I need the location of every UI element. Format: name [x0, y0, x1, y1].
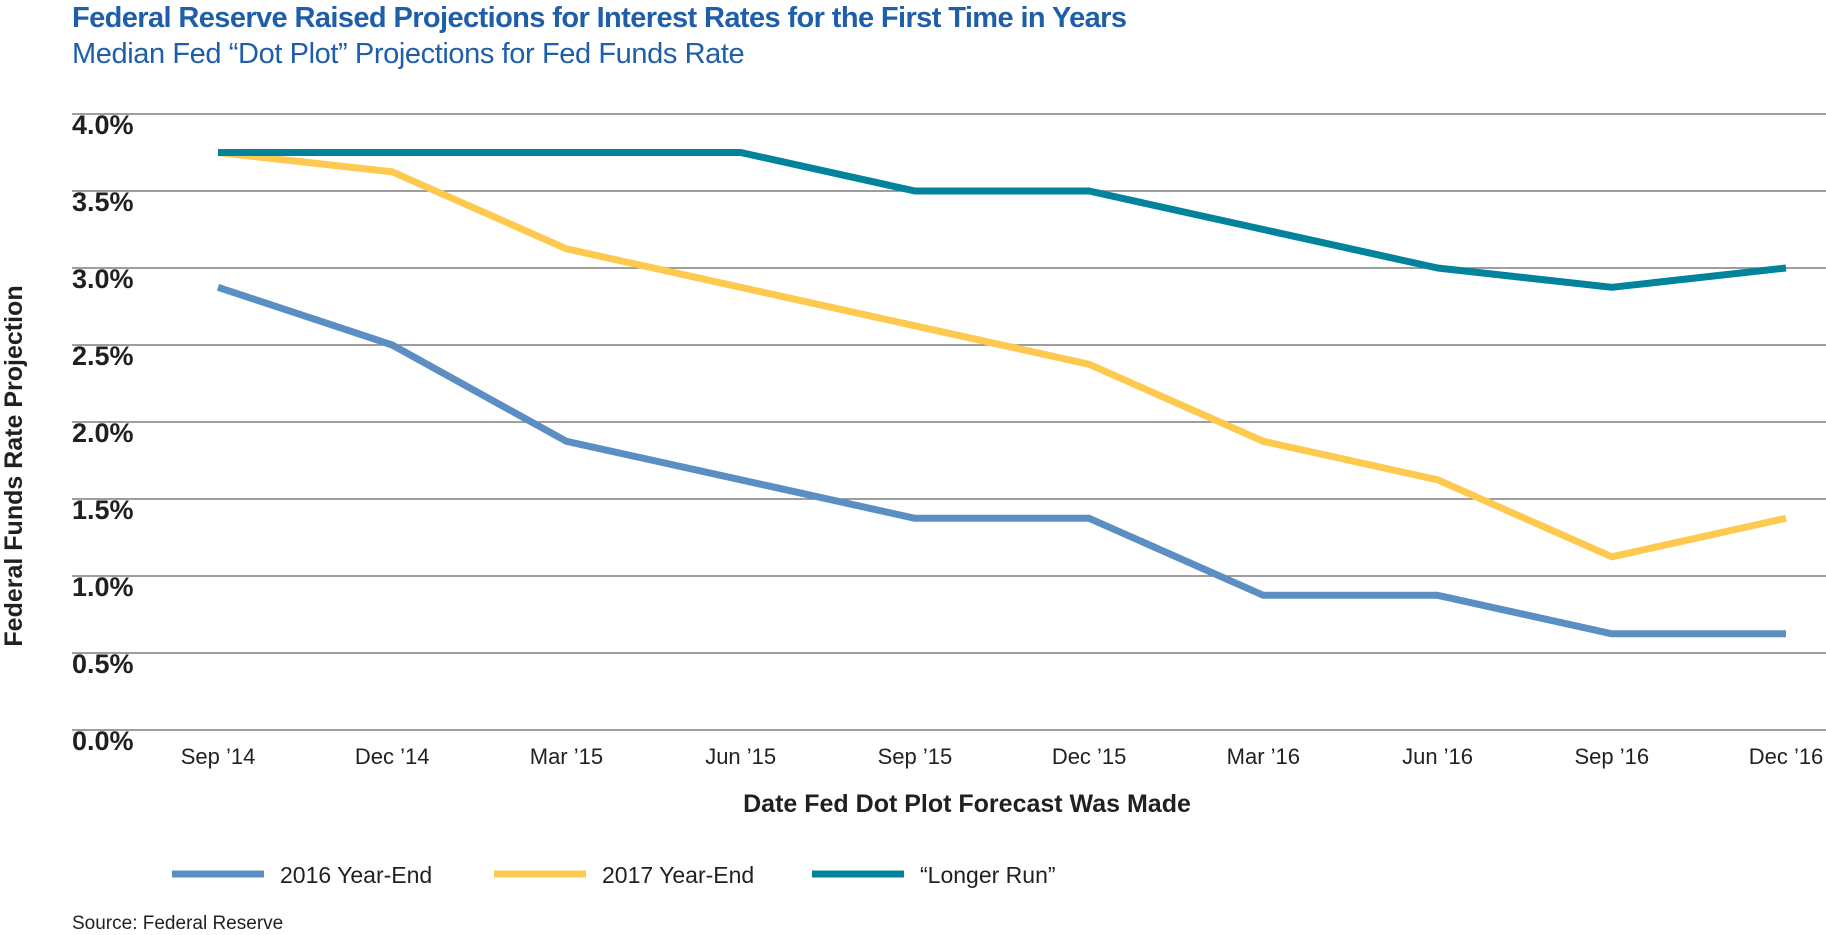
series-line: [216, 283, 1786, 638]
chart-title: Federal Reserve Raised Projections for I…: [72, 2, 1127, 34]
legend-label: “Longer Run”: [920, 862, 1056, 888]
x-tick-label: Mar ’16: [1227, 744, 1300, 769]
x-tick-label: Dec ’15: [1052, 744, 1127, 769]
x-axis-label: Date Fed Dot Plot Forecast Was Made: [743, 790, 1191, 818]
y-tick-label: 0.0%: [72, 726, 134, 756]
series-line: [217, 149, 1787, 561]
y-tick-label: 3.5%: [72, 187, 134, 217]
y-tick-label: 1.5%: [72, 495, 134, 525]
x-tick-label: Mar ’15: [530, 744, 603, 769]
legend-label: 2017 Year-End: [602, 862, 754, 888]
y-tick-label: 0.5%: [72, 649, 134, 679]
x-tick-label: Jun ’15: [705, 744, 776, 769]
series-line: [218, 149, 1787, 291]
chart-subtitle: Median Fed “Dot Plot” Projections for Fe…: [72, 38, 745, 70]
y-axis-label: Federal Funds Rate Projection: [0, 285, 28, 646]
y-axis-ticks: 0.0% 0.5% 1.0% 1.5% 2.0% 2.5% 3.0% 3.5% 4.0%: [72, 110, 134, 756]
gridlines: [72, 113, 1826, 731]
x-tick-label: Sep ’14: [181, 744, 256, 769]
series-lines: [216, 149, 1787, 638]
legend: 2016 Year-End 2017 Year-End “Longer Run”: [172, 862, 1056, 888]
source-note: Source: Federal Reserve: [72, 913, 284, 934]
y-tick-label: 2.0%: [72, 418, 134, 448]
x-tick-label: Dec ’16: [1749, 744, 1824, 769]
x-tick-label: Sep ’15: [878, 744, 953, 769]
x-axis-ticks: Sep ’14 Dec ’14 Mar ’15 Jun ’15 Sep ’15 Dec ’…: [181, 744, 1824, 769]
y-tick-label: 4.0%: [72, 110, 134, 140]
y-tick-label: 1.0%: [72, 572, 134, 602]
y-tick-label: 3.0%: [72, 264, 134, 294]
legend-label: 2016 Year-End: [280, 862, 432, 888]
x-tick-label: Jun ’16: [1402, 744, 1473, 769]
x-tick-label: Dec ’14: [355, 744, 430, 769]
y-tick-label: 2.5%: [72, 341, 134, 371]
x-tick-label: Sep ’16: [1574, 744, 1649, 769]
